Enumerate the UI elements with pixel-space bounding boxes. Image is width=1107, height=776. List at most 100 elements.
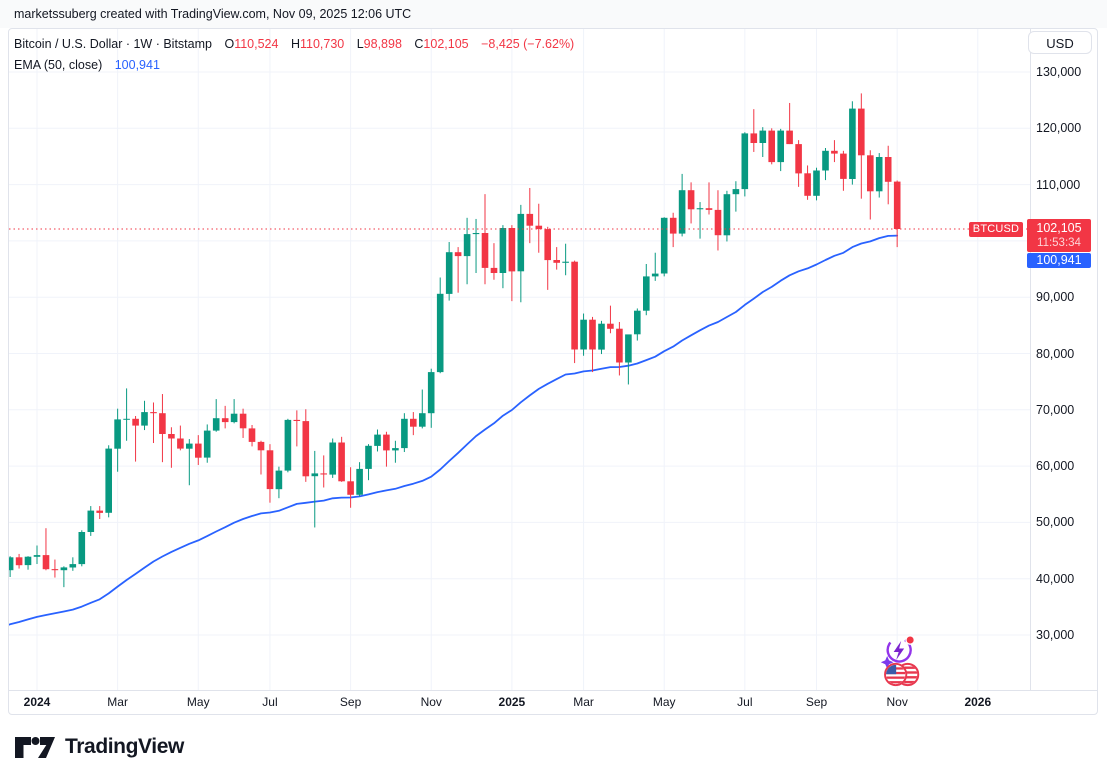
weekly-candle[interactable] [669,212,677,248]
weekly-candle[interactable] [257,440,265,475]
weekly-candle[interactable] [490,243,498,280]
time-axis[interactable]: 2024 Mar May Jul Sep Nov 2025 Mar May Jul Sep Nov 20… [0,691,1107,714]
weekly-candle[interactable] [517,204,525,303]
weekly-candle[interactable] [338,436,345,482]
weekly-candle[interactable] [141,400,148,431]
economic-events-flash-icon[interactable] [880,634,916,669]
weekly-candle[interactable] [275,466,283,499]
weekly-candle[interactable] [840,150,847,191]
weekly-candle[interactable] [239,408,247,438]
weekly-candle[interactable] [508,225,516,302]
chart-plot[interactable] [9,29,1030,690]
price-axis[interactable]: 130,000120,000110,000100,00090,00080,000… [1030,29,1107,690]
weekly-candle[interactable] [705,182,713,215]
weekly-candle[interactable] [230,399,238,424]
weekly-candle[interactable] [454,247,462,293]
weekly-candle[interactable] [9,556,14,578]
ema-line[interactable] [9,234,899,627]
weekly-candle[interactable] [392,440,399,463]
weekly-candle[interactable] [203,424,211,463]
weekly-candle[interactable] [884,145,892,205]
weekly-candle[interactable] [535,203,543,253]
weekly-candle[interactable] [266,444,274,503]
weekly-candle[interactable] [562,243,569,276]
weekly-candle[interactable] [777,128,784,172]
weekly-candle[interactable] [598,320,605,355]
weekly-candle[interactable] [33,545,41,565]
weekly-candle[interactable] [768,128,775,165]
weekly-candle[interactable] [419,389,426,429]
weekly-candle[interactable] [589,316,596,373]
weekly-candle[interactable] [60,566,68,588]
weekly-candle[interactable] [401,413,408,453]
tradingview-logo[interactable]: TradingView [14,732,184,762]
weekly-candle[interactable] [410,412,417,436]
weekly-candle[interactable] [96,506,103,520]
weekly-candle[interactable] [678,173,686,237]
weekly-candle[interactable] [634,308,641,341]
weekly-candle[interactable] [625,334,632,385]
weekly-candle[interactable] [293,410,301,447]
indicator-legend-row[interactable]: EMA (50, close) 100,941 [14,55,574,76]
weekly-candle[interactable] [571,260,578,364]
weekly-candle[interactable] [150,402,157,444]
weekly-candle[interactable] [114,408,121,472]
weekly-candle[interactable] [24,556,32,570]
weekly-candle[interactable] [374,429,381,452]
weekly-candle[interactable] [696,202,704,239]
weekly-candle[interactable] [813,167,820,201]
weekly-candle[interactable] [463,217,471,285]
weekly-candle[interactable] [365,444,372,481]
weekly-candle[interactable] [123,388,130,441]
weekly-candle[interactable] [786,102,793,145]
weekly-candle[interactable] [212,399,220,432]
weekly-candle[interactable] [445,242,453,301]
weekly-candle[interactable] [867,150,874,220]
weekly-candle[interactable] [732,181,740,212]
weekly-candle[interactable] [795,140,802,187]
weekly-candle[interactable] [427,368,435,428]
weekly-candle[interactable] [302,409,310,482]
weekly-candle[interactable] [383,431,390,467]
weekly-candle[interactable] [723,190,731,242]
weekly-candle[interactable] [714,190,722,251]
weekly-candle[interactable] [849,101,856,185]
weekly-candle[interactable] [248,425,256,447]
weekly-candle[interactable] [311,450,319,528]
weekly-candle[interactable] [436,277,444,374]
weekly-candle[interactable] [195,435,202,465]
weekly-candle[interactable] [347,467,354,508]
currency-unit-button[interactable]: USD [1028,31,1092,54]
weekly-candle[interactable] [831,140,838,163]
weekly-candle[interactable] [105,445,112,518]
weekly-candle[interactable] [580,313,587,356]
weekly-candle[interactable] [51,559,59,578]
weekly-candle[interactable] [221,405,229,429]
weekly-candle[interactable] [858,93,865,199]
weekly-candle[interactable] [643,263,650,316]
weekly-candle[interactable] [687,182,695,224]
weekly-candle[interactable] [320,455,327,488]
weekly-candle[interactable] [741,132,749,197]
weekly-candle[interactable] [284,418,292,473]
weekly-candle[interactable] [69,557,77,571]
weekly-candle[interactable] [159,394,166,463]
weekly-candle[interactable] [616,321,623,376]
weekly-candle[interactable] [893,180,901,248]
weekly-candle[interactable] [177,425,184,451]
weekly-candle[interactable] [481,194,489,285]
weekly-candle[interactable] [472,218,480,273]
weekly-candle[interactable] [87,506,95,536]
weekly-candle[interactable] [15,553,23,569]
weekly-candle[interactable] [42,528,50,571]
weekly-candle[interactable] [875,153,883,198]
weekly-candle[interactable] [660,217,668,277]
weekly-candle[interactable] [804,165,811,200]
weekly-candle[interactable] [544,226,551,290]
weekly-candle[interactable] [356,462,363,497]
weekly-candle[interactable] [499,225,507,289]
weekly-candle[interactable] [750,109,758,152]
weekly-candle[interactable] [607,305,614,334]
weekly-candle[interactable] [651,252,659,281]
weekly-candle[interactable] [168,427,175,468]
